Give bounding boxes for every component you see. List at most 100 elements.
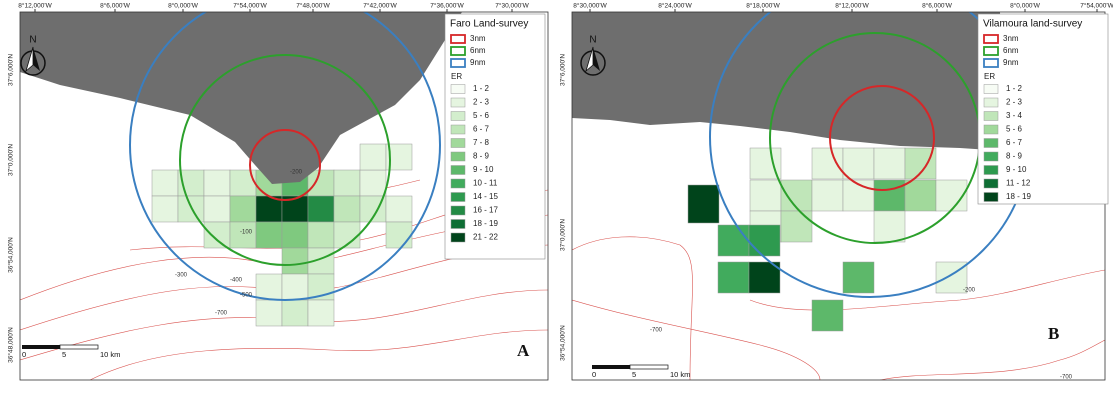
longitude-label: 8°24,000'W bbox=[658, 2, 692, 10]
legend-er-label: 14 - 15 bbox=[473, 192, 498, 201]
legend-er-swatch bbox=[983, 138, 999, 148]
er-cell bbox=[385, 221, 413, 249]
legend-er-label: 18 - 19 bbox=[473, 219, 498, 228]
er-cell bbox=[151, 195, 179, 223]
er-cell bbox=[717, 224, 750, 257]
latitude-label: 37°0,000'N bbox=[7, 144, 15, 176]
longitude-label: 7°54,000'W bbox=[233, 2, 267, 10]
depth-label: -200 bbox=[290, 170, 303, 176]
er-cell bbox=[229, 195, 257, 223]
er-cell bbox=[842, 147, 875, 180]
er-cell bbox=[873, 147, 906, 180]
er-cell bbox=[333, 195, 361, 223]
scale-bar bbox=[592, 365, 630, 369]
er-cell bbox=[307, 299, 335, 327]
er-cell bbox=[255, 299, 283, 327]
legend-er-swatch bbox=[450, 178, 466, 189]
legend-er-swatch bbox=[983, 124, 999, 135]
er-cell bbox=[307, 169, 335, 197]
er-cell bbox=[255, 221, 283, 249]
latitude-label: 37°6,000'N bbox=[7, 54, 15, 86]
er-cell bbox=[748, 224, 781, 257]
er-cell bbox=[842, 261, 875, 294]
map-panel: -100 -200 -300 -400 -500 -700 8°12,000'W 8°6,00… bbox=[7, 2, 549, 381]
depth-label: -300 bbox=[175, 273, 188, 279]
map-body: -200 -700 -700 bbox=[572, 12, 1105, 381]
legend-er-label: 9 - 10 bbox=[473, 165, 494, 174]
er-cell bbox=[151, 169, 179, 197]
legend-er-label: 5 - 6 bbox=[473, 111, 490, 120]
depth-contour bbox=[879, 339, 1105, 380]
er-cell bbox=[811, 147, 844, 180]
depth-label: -700 bbox=[650, 328, 663, 334]
legend-er-label: 1 - 2 bbox=[473, 84, 490, 93]
er-cell bbox=[281, 273, 309, 301]
legend-er-label: 2 - 3 bbox=[1006, 98, 1023, 107]
legend-er-label: 8 - 9 bbox=[1006, 152, 1023, 161]
legend-ring-label: 3nm bbox=[470, 34, 486, 43]
longitude-label: 8°12,000'W bbox=[18, 2, 52, 10]
north-arrow bbox=[33, 47, 40, 71]
legend-ring-label: 9nm bbox=[1003, 58, 1019, 67]
legend-er-swatch bbox=[450, 219, 466, 229]
er-cell bbox=[281, 247, 309, 275]
legend-er-label: 8 - 9 bbox=[473, 152, 490, 161]
longitude-label: 8°0,000'W bbox=[168, 2, 199, 10]
er-cell bbox=[873, 210, 906, 243]
er-cell bbox=[385, 195, 413, 223]
legend-er-swatch bbox=[983, 165, 999, 175]
longitude-label: 7°42,000'W bbox=[363, 2, 397, 10]
er-cell bbox=[229, 221, 257, 249]
legend-er-swatch bbox=[450, 151, 466, 162]
legend-er-label: 2 - 3 bbox=[473, 98, 490, 107]
map-panel: -200 -700 -700 8°30,000'W 8°24,000'W 8°18,000… bbox=[559, 2, 1113, 381]
latitude-label: 36°48,000'N bbox=[7, 327, 15, 363]
distance-ring bbox=[179, 54, 391, 266]
panel-label: A bbox=[517, 341, 530, 360]
scale-label: 5 bbox=[632, 370, 636, 379]
legend-er-swatch bbox=[450, 232, 466, 243]
er-cell bbox=[203, 221, 231, 249]
depth-label: -700 bbox=[1060, 375, 1073, 381]
legend-ring-swatch bbox=[983, 58, 999, 68]
longitude-label: 8°18,000'W bbox=[746, 2, 780, 10]
er-cell bbox=[811, 299, 844, 332]
scale-bar bbox=[629, 364, 669, 370]
scale-bar bbox=[22, 345, 60, 349]
legend-er-label: 16 - 17 bbox=[473, 206, 498, 215]
legend-ring-label: 3nm bbox=[1003, 34, 1019, 43]
legend-er-label: 9 - 10 bbox=[1006, 165, 1027, 174]
legend-er-label: 18 - 19 bbox=[1006, 192, 1031, 201]
legend-er-swatch bbox=[983, 192, 999, 202]
longitude-label: 8°6,000'W bbox=[922, 2, 953, 10]
legend-er-label: 11 - 12 bbox=[1006, 179, 1031, 188]
legend-ring-label: 6nm bbox=[470, 46, 486, 55]
legend-er-swatch bbox=[450, 205, 466, 216]
legend-ring-label: 9nm bbox=[470, 58, 486, 67]
er-cell bbox=[748, 261, 781, 294]
legend-er-swatch bbox=[983, 97, 999, 108]
depth-contour bbox=[572, 236, 693, 380]
distance-ring bbox=[249, 129, 321, 201]
legend-ring-swatch bbox=[983, 46, 999, 56]
land bbox=[20, 12, 462, 184]
er-cell bbox=[203, 195, 231, 223]
er-cell bbox=[359, 169, 387, 197]
er-cell bbox=[333, 169, 361, 197]
scale-bar bbox=[59, 344, 99, 350]
legend-er-title: ER bbox=[984, 72, 995, 81]
legend-er-swatch bbox=[450, 138, 466, 148]
longitude-label: 8°12,000'W bbox=[835, 2, 869, 10]
legend-box bbox=[977, 13, 1109, 205]
depth-contour bbox=[572, 299, 821, 380]
legend-er-swatch bbox=[450, 124, 466, 135]
er-cell bbox=[307, 221, 335, 249]
er-cell bbox=[281, 221, 309, 249]
legend-er-swatch bbox=[450, 165, 466, 175]
longitude-label: 8°0,000'W bbox=[1010, 2, 1041, 10]
er-cell bbox=[749, 179, 782, 212]
latitude-label: 37°6,000'N bbox=[559, 54, 567, 86]
longitude-label: 7°36,000'W bbox=[430, 2, 464, 10]
legend-ring-swatch bbox=[450, 34, 466, 44]
legend-title: Vilamoura land-survey bbox=[983, 19, 1082, 30]
